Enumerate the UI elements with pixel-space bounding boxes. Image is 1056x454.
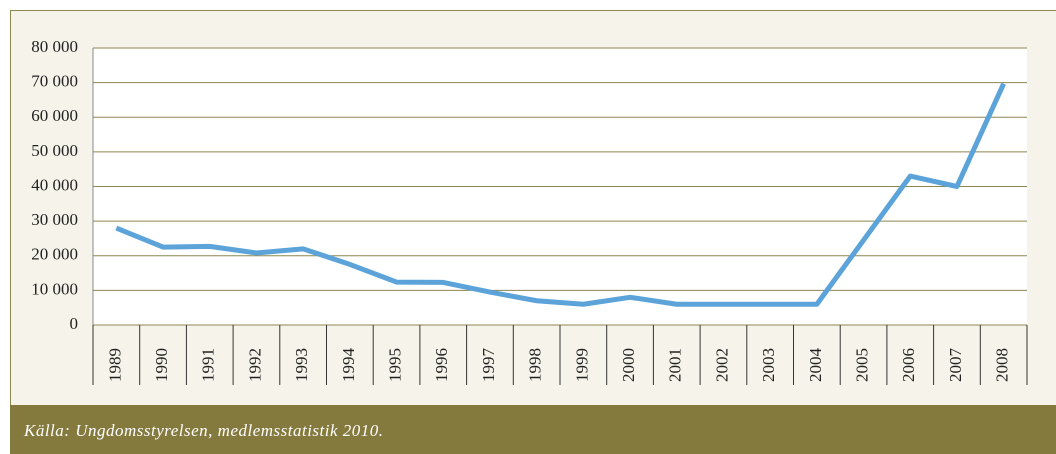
x-tick-label: 1993 — [292, 348, 311, 382]
x-tick-label: 2002 — [712, 348, 731, 382]
y-tick-label: 30 000 — [31, 210, 78, 229]
x-tick-label: 2008 — [993, 348, 1012, 382]
y-tick-label: 60 000 — [31, 106, 78, 125]
x-tick-label: 1995 — [385, 348, 404, 382]
x-tick-label: 2005 — [852, 348, 871, 382]
x-tick-label: 1999 — [572, 348, 591, 382]
x-tick-label: 1991 — [199, 348, 218, 382]
y-tick-label: 20 000 — [31, 245, 78, 264]
y-tick-label: 10 000 — [31, 279, 78, 298]
y-tick-label: 50 000 — [31, 141, 78, 160]
x-tick-label: 1996 — [432, 348, 451, 382]
source-note: Källa: Ungdomsstyrelsen, medlemsstatisti… — [23, 421, 384, 440]
x-tick-label: 2007 — [946, 348, 965, 383]
x-tick-label: 2001 — [666, 348, 685, 382]
y-tick-label: 70 000 — [31, 72, 78, 91]
x-tick-label: 1990 — [152, 348, 171, 382]
x-tick-label: 1997 — [479, 348, 498, 383]
x-tick-label: 1989 — [105, 348, 124, 382]
footer-band — [10, 405, 1056, 454]
x-tick-label: 1992 — [245, 348, 264, 382]
x-tick-label: 2004 — [806, 348, 825, 383]
x-tick-label: 2006 — [899, 348, 918, 382]
data-line — [115, 82, 1006, 307]
x-tick-label: 2003 — [759, 348, 778, 382]
y-tick-label: 40 000 — [31, 175, 78, 194]
x-tick-label: 1998 — [526, 348, 545, 382]
x-tick-label: 1994 — [339, 348, 358, 383]
y-tick-label: 0 — [70, 314, 79, 333]
x-tick-label: 2000 — [619, 348, 638, 382]
y-tick-label: 80 000 — [31, 37, 78, 56]
